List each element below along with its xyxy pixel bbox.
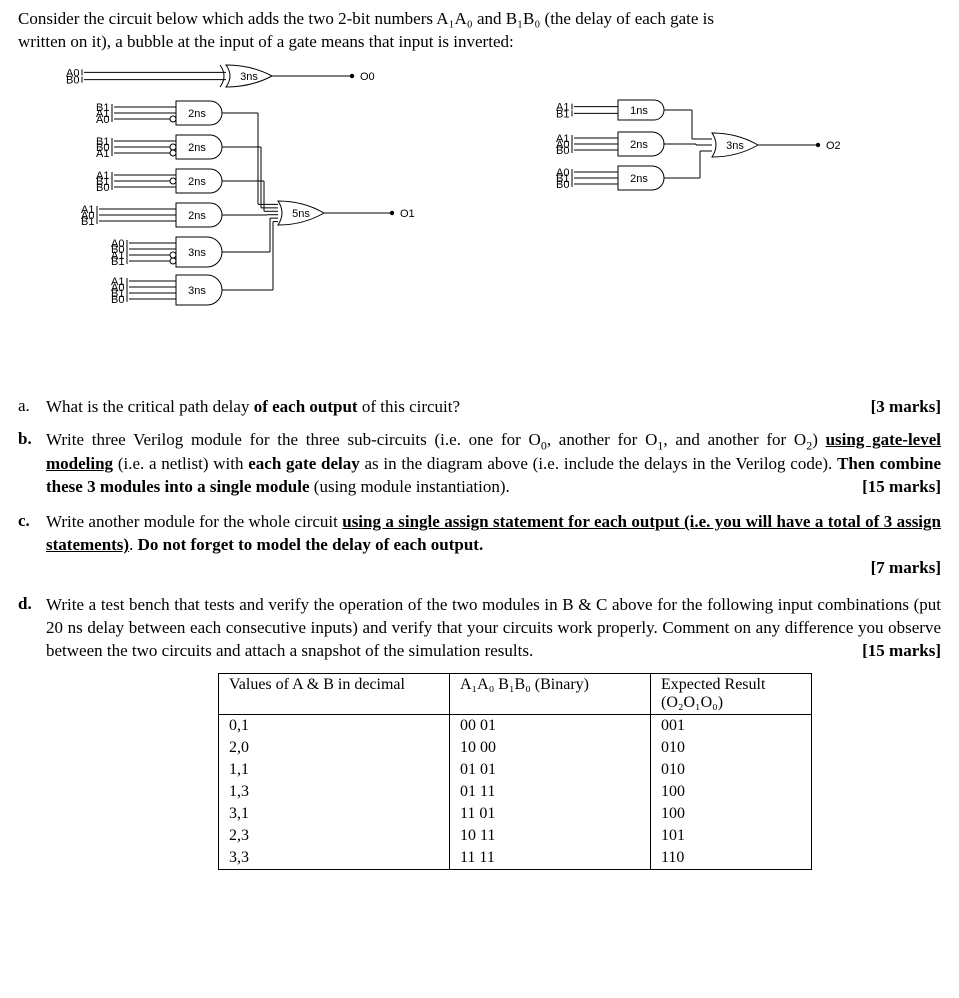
q-a-body: What is the critical path delay of each …	[46, 396, 941, 419]
question-a: a. What is the critical path delay of ea…	[18, 396, 941, 419]
q-d-body: Write a test bench that tests and verify…	[46, 594, 941, 663]
q-b-t3: , and another for O	[663, 430, 806, 449]
question-c: c. Write another module for the whole ci…	[18, 511, 941, 580]
table-cell: 3,1	[219, 803, 450, 825]
q-d-t1: Write a test bench that tests and verify…	[46, 595, 941, 660]
table-cell: 1,3	[219, 781, 450, 803]
svg-text:3ns: 3ns	[726, 140, 744, 152]
q-b-t1: Write three Verilog module for the three…	[46, 430, 541, 449]
svg-text:A1: A1	[96, 148, 109, 160]
q-d-marks: [15 marks]	[862, 640, 941, 663]
table-row: 3,311 11110	[219, 847, 812, 870]
svg-text:O0: O0	[360, 71, 375, 83]
q-c-letter: c.	[18, 511, 46, 531]
table-cell: 10 00	[450, 737, 651, 759]
table-row: 1,101 01010	[219, 759, 812, 781]
svg-text:3ns: 3ns	[240, 71, 258, 83]
th-col3b: (O₂O₁O₀)	[661, 694, 723, 711]
test-vectors-table: Values of A & B in decimal A₁A₀ B₁B₀ (Bi…	[218, 673, 812, 870]
q-c-body: Write another module for the whole circu…	[46, 511, 941, 580]
q-b-b1: each gate delay	[248, 454, 359, 473]
q-a-letter: a.	[18, 396, 46, 416]
q-b-marks: [15 marks]	[862, 476, 941, 499]
q-c-marks: [7 marks]	[871, 557, 941, 580]
table-cell: 10 11	[450, 825, 651, 847]
table-row: 1,301 11100	[219, 781, 812, 803]
intro-line2: written on it), a bubble at the input of…	[18, 32, 514, 51]
table-cell: 101	[651, 825, 812, 847]
table-cell: 110	[651, 847, 812, 870]
svg-text:O2: O2	[826, 140, 841, 152]
svg-text:2ns: 2ns	[188, 176, 206, 188]
svg-text:B1: B1	[81, 216, 94, 228]
svg-text:2ns: 2ns	[630, 173, 648, 185]
svg-text:2ns: 2ns	[630, 139, 648, 151]
table-cell: 0,1	[219, 714, 450, 737]
table-cell: 2,3	[219, 825, 450, 847]
table-cell: 1,1	[219, 759, 450, 781]
q-b-t2: , another for O	[547, 430, 658, 449]
q-b-body: Write three Verilog module for the three…	[46, 429, 941, 499]
question-b: b. Write three Verilog module for the th…	[18, 429, 941, 499]
q-a-text: What is the critical path delay of each …	[46, 397, 460, 416]
svg-text:2ns: 2ns	[188, 210, 206, 222]
svg-text:B1: B1	[111, 256, 124, 268]
table-cell: 00 01	[450, 714, 651, 737]
svg-text:B0: B0	[556, 179, 569, 191]
th-col2: A₁A₀ B₁B₀ (Binary)	[450, 673, 651, 714]
table-row: 2,310 11101	[219, 825, 812, 847]
q-c-b1: Do not forget to model the delay of each…	[138, 535, 484, 554]
th-col3: Expected Result (O₂O₁O₀)	[651, 673, 812, 714]
page: Consider the circuit below which adds th…	[0, 0, 959, 888]
th-col1: Values of A & B in decimal	[219, 673, 450, 714]
q-b-t7: (using module instantiation).	[310, 477, 510, 496]
svg-text:2ns: 2ns	[188, 108, 206, 120]
table-cell: 01 11	[450, 781, 651, 803]
th-col3a: Expected Result	[661, 676, 765, 693]
table-head-row: Values of A & B in decimal A₁A₀ B₁B₀ (Bi…	[219, 673, 812, 714]
table-row: 2,010 00010	[219, 737, 812, 759]
table-cell: 100	[651, 803, 812, 825]
table-cell: 2,0	[219, 737, 450, 759]
question-d: d. Write a test bench that tests and ver…	[18, 594, 941, 663]
table-cell: 3,3	[219, 847, 450, 870]
table-cell: 11 11	[450, 847, 651, 870]
table-cell: 010	[651, 759, 812, 781]
table-cell: 100	[651, 781, 812, 803]
questions: a. What is the critical path delay of ea…	[18, 396, 941, 870]
table-row: 3,111 01100	[219, 803, 812, 825]
svg-text:B0: B0	[96, 182, 109, 194]
q-b-t5: (i.e. a netlist) with	[113, 454, 248, 473]
svg-text:2ns: 2ns	[188, 142, 206, 154]
table-row: 0,100 01001	[219, 714, 812, 737]
q-b-t4: )	[812, 430, 825, 449]
intro-line1: Consider the circuit below which adds th…	[18, 9, 714, 28]
q-b-t6: as in the diagram above (i.e. include th…	[360, 454, 837, 473]
q-c-t1: Write another module for the whole circu…	[46, 512, 342, 531]
svg-text:O1: O1	[400, 208, 415, 220]
q-c-t2: .	[129, 535, 138, 554]
svg-text:3ns: 3ns	[188, 247, 206, 259]
circuit-diagram: 3nsA0B0O02nsB1A1A02nsB1B0A12nsA1B1B02nsA…	[46, 62, 959, 390]
svg-text:B1: B1	[556, 108, 569, 120]
table-cell: 01 01	[450, 759, 651, 781]
svg-text:B0: B0	[556, 145, 569, 157]
table-cell: 001	[651, 714, 812, 737]
svg-text:5ns: 5ns	[292, 208, 310, 220]
table-cell: 010	[651, 737, 812, 759]
table-cell: 11 01	[450, 803, 651, 825]
svg-text:3ns: 3ns	[188, 285, 206, 297]
svg-text:B0: B0	[66, 75, 79, 87]
svg-text:A0: A0	[96, 114, 109, 126]
svg-text:B0: B0	[111, 294, 124, 306]
q-b-letter: b.	[18, 429, 46, 449]
intro-text: Consider the circuit below which adds th…	[18, 8, 941, 54]
q-d-letter: d.	[18, 594, 46, 614]
q-a-marks: [3 marks]	[871, 396, 941, 419]
svg-text:1ns: 1ns	[630, 105, 648, 117]
